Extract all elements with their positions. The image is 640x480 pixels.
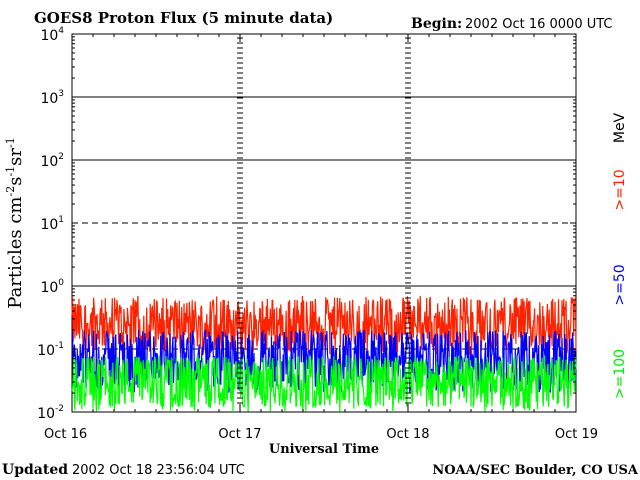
gridlines — [72, 96, 576, 350]
y-axis-label-exp2: -1 — [4, 166, 17, 177]
x-tick-label: Oct 18 — [386, 427, 429, 442]
y-tick-label-exponent: -2 — [55, 404, 64, 414]
day-divider-ticks — [237, 37, 411, 404]
x-axis-label: Universal Time — [269, 442, 379, 457]
y-tick-label-exponent: -1 — [55, 341, 64, 351]
x-tick-label: Oct 19 — [555, 427, 598, 442]
y-tick-label-base: 10 — [37, 406, 55, 422]
series-line-ge50 — [71, 329, 577, 394]
legend-unit-mev: MeV — [612, 112, 628, 143]
y-tick-label: 104 — [40, 26, 64, 44]
x-tick-label: Oct 17 — [218, 427, 261, 442]
y-axis-label-s: s — [5, 177, 26, 186]
x-tick-label: Oct 16 — [44, 427, 87, 442]
y-tick-label-base: 10 — [40, 280, 58, 296]
y-axis-label-main: Particles cm — [5, 197, 26, 309]
begin-label: Begin: — [411, 16, 462, 32]
y-tick-label-base: 10 — [40, 28, 58, 44]
series-lines — [71, 295, 577, 412]
y-tick-label: 103 — [40, 89, 64, 107]
updated-label: Updated — [2, 462, 68, 478]
y-axis-label-sr: sr — [5, 148, 26, 166]
updated-value: 2002 Oct 18 23:56:04 UTC — [72, 463, 245, 478]
legend-series-ge10: >=10 — [612, 169, 628, 210]
y-tick-label-base: 10 — [37, 343, 55, 359]
y-axis-label-exp3: -1 — [4, 137, 17, 148]
y-axis-label: Particles cm-2s-1sr-1 — [4, 137, 26, 308]
y-axis-label-exp1: -2 — [4, 186, 17, 197]
series-line-ge100 — [71, 355, 577, 412]
begin-value: 2002 Oct 16 0000 UTC — [465, 17, 613, 32]
chart-title: GOES8 Proton Flux (5 minute data) — [34, 9, 333, 27]
y-tick-label-base: 10 — [40, 91, 58, 107]
legend-series-ge50: >=50 — [612, 264, 628, 305]
y-tick-label: 101 — [40, 215, 64, 233]
y-tick-label-exponent: 2 — [58, 152, 64, 162]
y-tick-label-exponent: 1 — [58, 215, 64, 225]
y-tick-label-base: 10 — [40, 217, 58, 233]
legend-series-ge100: >=100 — [612, 349, 628, 399]
x-axis-ticks: Oct 16 Oct 17 Oct 18 Oct 19 — [44, 34, 598, 442]
y-tick-label-base: 10 — [40, 154, 58, 170]
footer-credit: NOAA/SEC Boulder, CO USA — [432, 463, 639, 478]
y-tick-label-exponent: 4 — [58, 26, 64, 36]
y-tick-label-exponent: 0 — [58, 278, 64, 288]
y-tick-label: 10-2 — [37, 404, 64, 422]
y-tick-label: 100 — [40, 278, 64, 296]
y-tick-label-exponent: 3 — [58, 89, 64, 99]
y-tick-label: 10-1 — [37, 341, 64, 359]
y-tick-label: 102 — [40, 152, 64, 170]
